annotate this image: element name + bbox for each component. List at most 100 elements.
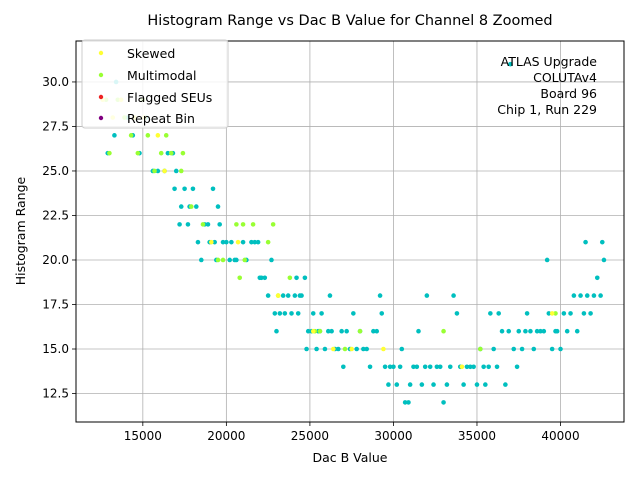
data-point-skewed — [155, 133, 161, 138]
data-point-normal — [262, 275, 268, 281]
data-point-normal — [416, 328, 421, 334]
data-point-normal — [524, 311, 530, 316]
data-point-normal — [514, 364, 520, 370]
data-point-multimodal — [200, 222, 206, 227]
legend: Skewed Multimodal Flagged SEUs Repeat Bi… — [81, 39, 229, 129]
data-point-multimodal — [553, 311, 558, 316]
data-point-multimodal — [242, 257, 248, 263]
data-point-multimodal — [178, 168, 184, 174]
y-tick-label: 12.5 — [42, 387, 69, 401]
data-point-multimodal — [220, 257, 226, 263]
data-point-normal — [217, 222, 222, 227]
data-point-normal — [491, 346, 496, 352]
data-point-normal — [172, 186, 177, 192]
data-point-multimodal — [128, 133, 134, 138]
data-point-multimodal — [357, 328, 363, 334]
data-point-normal — [584, 293, 590, 298]
data-point-normal — [282, 311, 288, 316]
data-point-normal — [538, 328, 543, 334]
data-point-normal — [274, 328, 279, 334]
data-point-normal — [534, 328, 540, 334]
x-axis-ticks: 15000 20000 25000 30000 35000 40000 — [124, 422, 580, 443]
data-point-normal — [549, 346, 555, 352]
data-point-normal — [229, 239, 234, 245]
data-point-normal — [431, 382, 436, 387]
data-point-normal — [190, 186, 196, 192]
data-point-normal — [523, 328, 528, 334]
y-tick-label: 17.5 — [42, 297, 69, 311]
data-point-normal — [554, 328, 560, 334]
data-point-multimodal — [107, 150, 112, 156]
x-tick-label: 15000 — [124, 429, 162, 443]
data-point-normal — [528, 328, 533, 334]
grid-lines — [76, 41, 624, 422]
data-point-normal — [481, 364, 486, 370]
data-point-normal — [461, 382, 466, 387]
data-point-normal — [195, 239, 201, 245]
data-point-normal — [406, 400, 411, 405]
data-point-skewed — [330, 346, 336, 352]
data-point-normal — [212, 239, 217, 245]
data-point-normal — [599, 239, 605, 245]
data-point-normal — [205, 222, 211, 227]
data-point-normal — [178, 204, 184, 209]
data-point-normal — [227, 257, 233, 263]
data-point-normal — [351, 311, 356, 316]
x-tick-label: 35000 — [458, 429, 496, 443]
data-point-normal — [325, 328, 331, 334]
data-point-multimodal — [478, 346, 483, 352]
data-point-multimodal — [158, 150, 164, 156]
y-tick-label: 15.0 — [42, 342, 69, 356]
data-point-normal — [588, 311, 593, 316]
data-point-normal — [598, 293, 603, 298]
annotation-line-2: COLUTAv4 — [533, 70, 597, 85]
data-point-normal — [414, 364, 420, 370]
data-point-normal — [259, 275, 264, 281]
legend-marker-multimodal — [98, 72, 104, 78]
data-point-normal — [511, 346, 517, 352]
legend-marker-repeat-bin — [98, 115, 104, 121]
data-point-normal — [564, 328, 570, 334]
data-point-normal — [240, 239, 246, 245]
annotation-box: ATLAS Upgrade COLUTAv4 Board 96 Chip 1, … — [497, 54, 597, 117]
plot-frame — [75, 40, 625, 423]
annotation-line-1: ATLAS Upgrade — [501, 54, 598, 69]
data-point-multimodal — [145, 133, 151, 138]
data-point-normal — [568, 311, 573, 316]
data-point-normal — [447, 364, 453, 370]
data-point-normal — [280, 293, 286, 298]
data-point-normal — [361, 346, 366, 352]
data-point-normal — [379, 311, 385, 316]
data-point-normal — [249, 239, 254, 245]
data-point-multimodal — [237, 275, 243, 281]
data-point-normal — [215, 204, 221, 209]
data-point-normal — [177, 222, 182, 227]
data-point-multimodal — [287, 275, 293, 281]
data-point-normal — [299, 293, 304, 298]
data-point-normal — [220, 239, 226, 245]
annotation-line-3: Board 96 — [540, 86, 597, 101]
data-point-normal — [295, 311, 301, 316]
data-point-normal — [574, 328, 580, 334]
y-tick-label: 22.5 — [42, 208, 69, 222]
data-point-normal — [544, 257, 550, 263]
data-point-normal — [386, 382, 391, 387]
data-point-normal — [561, 311, 567, 316]
data-point-normal — [182, 186, 187, 192]
data-point-normal — [488, 311, 493, 316]
data-point-normal — [503, 382, 508, 387]
data-point-skewed — [209, 239, 214, 245]
y-tick-label: 27.5 — [42, 119, 69, 133]
data-point-multimodal — [152, 168, 157, 174]
y-tick-label: 30.0 — [42, 75, 69, 89]
data-point-normal — [374, 328, 380, 334]
data-point-normal — [394, 382, 400, 387]
data-point-multimodal — [163, 133, 169, 138]
data-point-normal — [519, 346, 525, 352]
data-point-multimodal — [342, 346, 348, 352]
data-point-normal — [391, 364, 396, 370]
data-point-normal — [499, 328, 505, 334]
data-point-normal — [464, 364, 470, 370]
data-point-skewed — [235, 239, 241, 245]
data-point-normal — [327, 293, 333, 298]
